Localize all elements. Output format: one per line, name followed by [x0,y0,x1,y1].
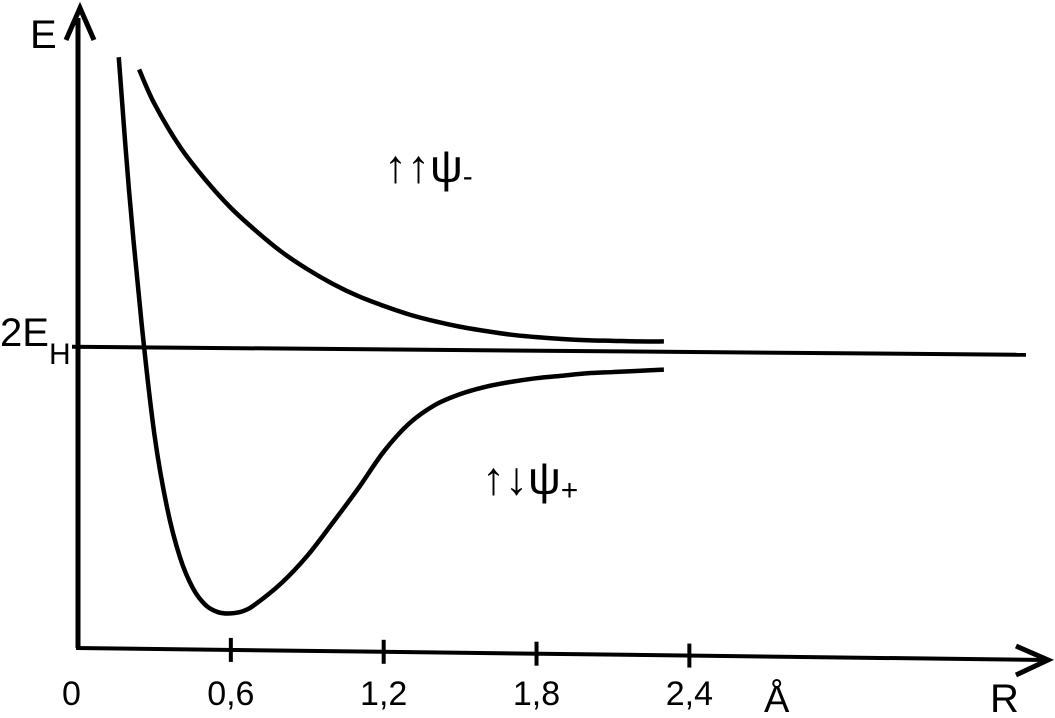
curves [116,57,665,616]
reference-line-label: 2EH [0,311,71,371]
series-label-bonding-sub: + [561,474,579,507]
x-tick-label: 2,4 [666,675,713,713]
x-axis-label: R [990,677,1019,718]
series-label-antibonding: ↑↑ψ- [384,140,473,193]
series-label-bonding: ↑↓ψ+ [482,452,578,507]
y-axis-label: E [30,13,57,57]
reference-line-label-sub: H [49,338,71,371]
x-axis [75,646,1047,662]
x-axis-arrow [1014,643,1055,678]
y-axis-arrow [63,1,97,42]
series-label-antibonding-sub: - [463,160,473,193]
origin-label: 0 [62,675,81,713]
series-label-bonding-psi: ψ [528,452,561,504]
reference-line-2eh [71,344,1027,357]
x-tick-label: 1,8 [513,675,560,713]
curve-bonding [116,57,665,616]
x-tick-label: 0,6 [207,675,254,713]
series-label-antibonding-spins: ↑↑ [384,140,430,192]
x-tick-label: 1,2 [360,675,407,713]
curve-antibonding [137,68,664,344]
x-unit-label: Å [764,677,790,718]
series-label-bonding-spins: ↑↓ [482,452,528,504]
series-label-antibonding-psi: ψ [430,140,463,192]
reference-line-label-main: 2E [0,311,49,355]
x-ticks: 0,6 1,2 1,8 2,4 [207,637,713,713]
